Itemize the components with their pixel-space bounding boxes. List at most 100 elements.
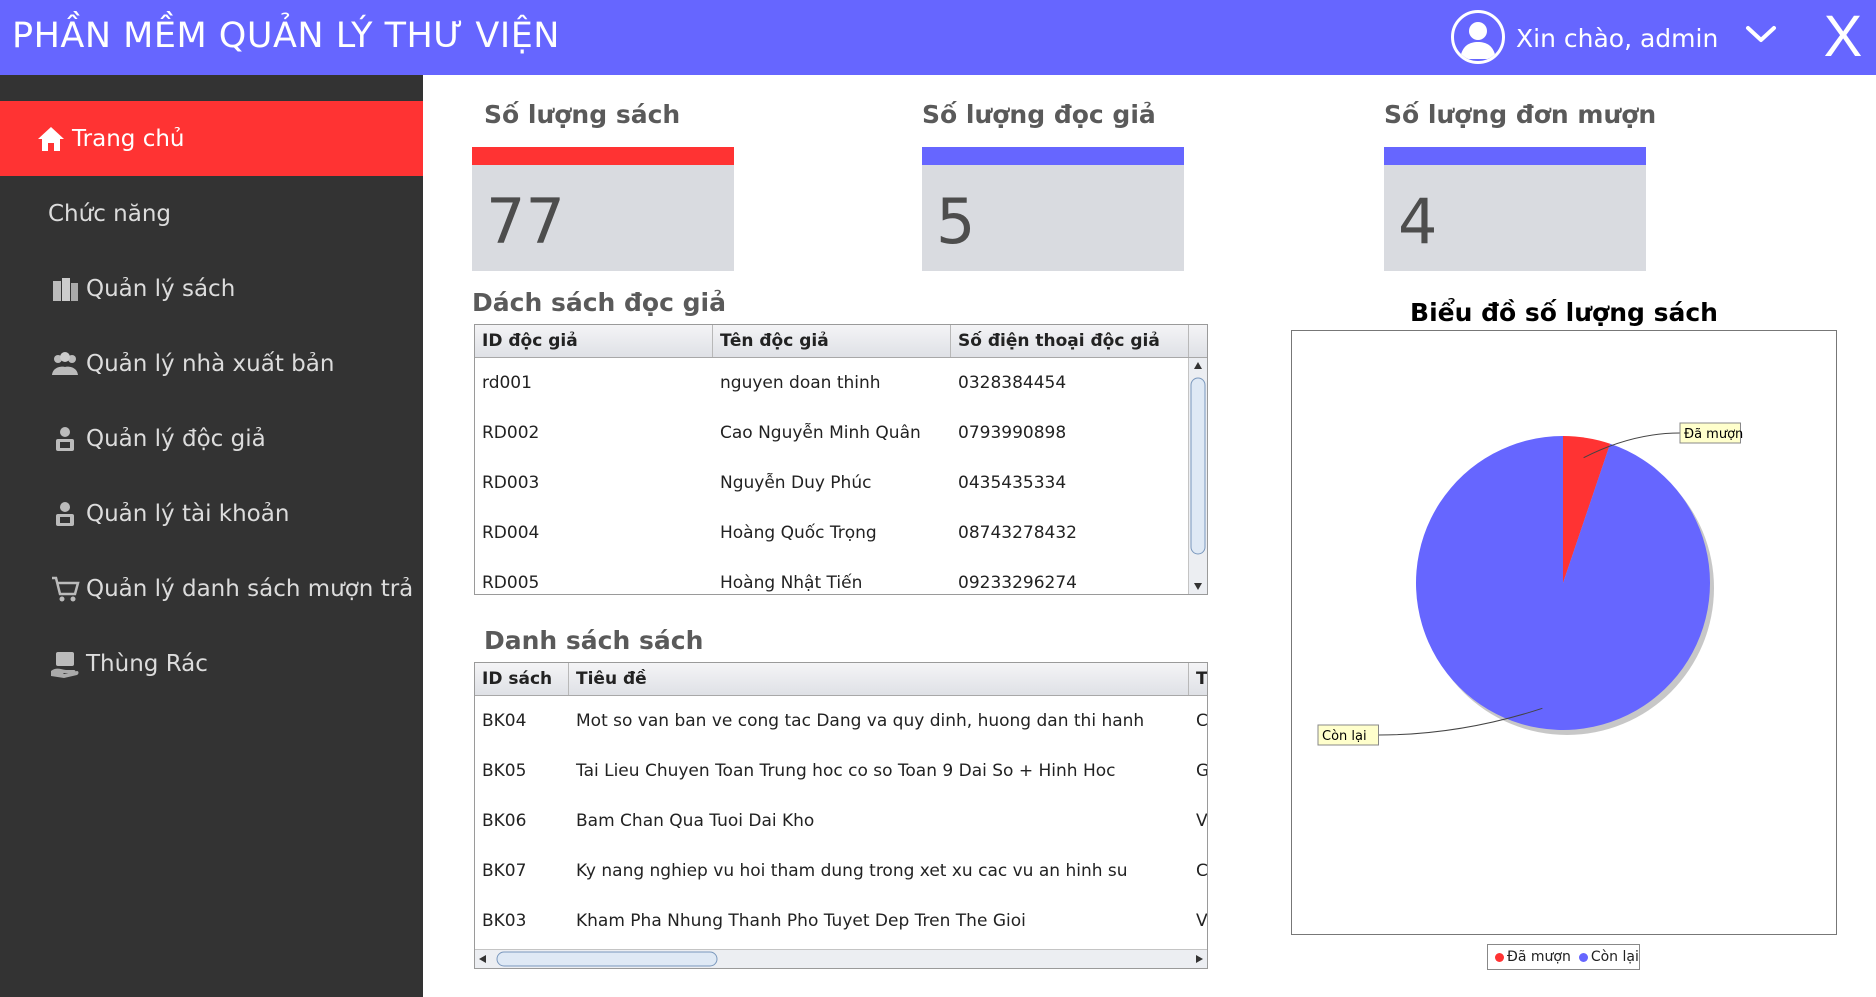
sidebar-item-label: Quản lý nhà xuất bản bbox=[86, 350, 335, 377]
books-icon bbox=[50, 274, 80, 304]
stat-value-books: 77 bbox=[486, 185, 565, 258]
table-cell: BK07 bbox=[482, 861, 527, 881]
slice-label-box bbox=[1679, 422, 1741, 444]
table-cell: Hoàng Quốc Trọng bbox=[720, 523, 877, 543]
table-row[interactable]: RD005 Hoàng Nhật Tiến 09233296274 bbox=[475, 558, 1207, 594]
table-cell: 0793990898 bbox=[958, 423, 1067, 443]
vertical-scrollbar[interactable] bbox=[1188, 358, 1207, 594]
column-header[interactable]: ID sách bbox=[475, 663, 569, 695]
chevron-down-icon[interactable] bbox=[1744, 22, 1778, 48]
user-icon bbox=[50, 499, 80, 529]
column-header[interactable]: Số điện thoại độc giả bbox=[951, 325, 1189, 357]
sidebar-item-quan-ly-muon-tra[interactable]: Quản lý danh sách mượn trả bbox=[0, 551, 423, 626]
readers-section-title: Dách sách đọc giả bbox=[472, 288, 726, 317]
sidebar-item-label: Trang chủ bbox=[72, 125, 185, 152]
table-row[interactable]: BK04 Mot so van ban ve cong tac Dang va q… bbox=[475, 696, 1207, 746]
app-title: PHẦN MỀM QUẢN LÝ THƯ VIỆN bbox=[12, 16, 560, 56]
sidebar-item-quan-ly-tai-khoan[interactable]: Quản lý tài khoản bbox=[0, 476, 423, 551]
table-header: ID sách Tiêu đề T bbox=[475, 663, 1207, 696]
table-cell: Ky nang nghiep vu hoi tham dung trong xe… bbox=[576, 861, 1128, 881]
table-cell: RD003 bbox=[482, 473, 540, 493]
table-cell: Nguyễn Duy Phúc bbox=[720, 473, 872, 493]
horizontal-scrollbar[interactable] bbox=[475, 949, 1207, 968]
table-cell: Bam Chan Qua Tuoi Dai Kho bbox=[576, 811, 815, 831]
column-header[interactable]: T bbox=[1189, 663, 1207, 695]
sidebar-section-label: Chức năng bbox=[48, 200, 172, 227]
user-icon bbox=[50, 424, 80, 454]
pie-slice bbox=[1563, 436, 1611, 583]
column-header[interactable]: Tiêu đề bbox=[569, 663, 1189, 695]
table-cell: BK04 bbox=[482, 711, 527, 731]
table-cell: Hoàng Nhật Tiến bbox=[720, 573, 863, 593]
stat-card-books: 77 bbox=[472, 147, 734, 271]
pie-chart-svg: Đã mượn Còn lại bbox=[1317, 422, 1743, 746]
leader-line bbox=[1378, 707, 1543, 736]
column-header[interactable]: ID độc giả bbox=[475, 325, 713, 357]
table-cell: nguyen doan thinh bbox=[720, 373, 881, 393]
table-cell: RD002 bbox=[482, 423, 540, 443]
table-row[interactable]: BK07 Ky nang nghiep vu hoi tham dung tron… bbox=[475, 846, 1207, 896]
table-cell: G bbox=[1196, 761, 1208, 781]
table-row[interactable]: RD003 Nguyễn Duy Phúc 0435435334 bbox=[475, 458, 1207, 508]
stat-title-books: Số lượng sách bbox=[484, 100, 681, 129]
stat-bar bbox=[472, 147, 734, 165]
table-row[interactable]: RD002 Cao Nguyễn Minh Quân 0793990898 bbox=[475, 408, 1207, 458]
close-icon: X bbox=[1824, 8, 1863, 64]
table-cell: BK05 bbox=[482, 761, 527, 781]
sidebar-item-label: Quản lý danh sách mượn trả bbox=[86, 575, 414, 602]
table-cell: 09233296274 bbox=[958, 573, 1077, 593]
avatar-icon[interactable] bbox=[1451, 10, 1505, 64]
slice-label: Đã mượn bbox=[1684, 427, 1743, 442]
table-header: ID độc giả Tên độc giả Số điện thoại độc… bbox=[475, 325, 1207, 358]
legend-swatch bbox=[1578, 952, 1588, 962]
home-icon bbox=[36, 124, 66, 154]
sidebar-item-quan-ly-nha-xuat-ban[interactable]: Quản lý nhà xuất bản bbox=[0, 326, 423, 401]
table-cell: 0328384454 bbox=[958, 373, 1067, 393]
stat-card-loans: 4 bbox=[1384, 147, 1646, 271]
legend-swatch bbox=[1495, 952, 1504, 962]
sidebar-item-thung-rac[interactable]: Thùng Rác bbox=[0, 626, 423, 701]
table-cell: RD004 bbox=[482, 523, 540, 543]
sidebar bbox=[0, 75, 423, 997]
table-row[interactable]: BK05 Tai Lieu Chuyen Toan Trung hoc co so… bbox=[475, 746, 1207, 796]
pie-slice bbox=[1416, 435, 1710, 730]
table-row[interactable]: BK03 Kham Pha Nhung Thanh Pho Tuyet Dep T… bbox=[475, 896, 1207, 946]
app-header bbox=[0, 0, 1876, 75]
table-row[interactable]: rd001 nguyen doan thinh 0328384454 bbox=[475, 358, 1207, 408]
table-row[interactable]: RD004 Hoàng Quốc Trọng 08743278432 bbox=[475, 508, 1207, 558]
stat-bar bbox=[922, 147, 1184, 165]
table-row[interactable]: BK06 Bam Chan Qua Tuoi Dai Kho V bbox=[475, 796, 1207, 846]
table-cell: Kham Pha Nhung Thanh Pho Tuyet Dep Tren … bbox=[576, 911, 1026, 931]
table-cell: 0435435334 bbox=[958, 473, 1067, 493]
table-cell: rd001 bbox=[482, 373, 532, 393]
sidebar-item-label: Thùng Rác bbox=[86, 650, 208, 677]
legend-label: Còn lại bbox=[1590, 949, 1639, 965]
stat-title-loans: Số lượng đơn mượn bbox=[1384, 100, 1657, 129]
table-cell: BK06 bbox=[482, 811, 527, 831]
stat-bar bbox=[1384, 147, 1646, 165]
slice-label-box bbox=[1317, 724, 1379, 746]
leader-line bbox=[1583, 432, 1681, 459]
table-cell: V bbox=[1196, 911, 1208, 931]
stat-title-readers: Số lượng đọc giả bbox=[922, 100, 1156, 129]
column-header[interactable]: Tên độc giả bbox=[713, 325, 951, 357]
stat-value-loans: 4 bbox=[1398, 185, 1438, 258]
sidebar-item-chuc-nang: Chức năng bbox=[0, 176, 471, 251]
table-cell: Tai Lieu Chuyen Toan Trung hoc co so Toa… bbox=[576, 761, 1116, 781]
sidebar-item-quan-ly-doc-gia[interactable]: Quản lý độc giả bbox=[0, 401, 423, 476]
greeting-text: Xin chào, admin bbox=[1516, 24, 1719, 53]
table-cell: RD005 bbox=[482, 573, 540, 593]
sidebar-item-trang-chu[interactable]: Trang chủ bbox=[0, 101, 423, 176]
stat-card-readers: 5 bbox=[922, 147, 1184, 271]
chart-title: Biểu đồ số lượng sách bbox=[1410, 298, 1718, 327]
close-button[interactable]: X bbox=[1818, 4, 1868, 69]
table-cell: C bbox=[1196, 711, 1208, 731]
sidebar-item-label: Quản lý tài khoản bbox=[86, 500, 290, 527]
sidebar-item-quan-ly-sach[interactable]: Quản lý sách bbox=[0, 251, 423, 326]
stat-value-readers: 5 bbox=[936, 185, 976, 258]
pie-chart: Đã mượn Còn lại bbox=[1291, 330, 1837, 935]
table-cell: BK03 bbox=[482, 911, 527, 931]
table-cell: Mot so van ban ve cong tac Dang va quy d… bbox=[576, 711, 1145, 731]
books-section-title: Danh sách sách bbox=[484, 626, 704, 655]
chart-legend: Đã mượn Còn lại bbox=[1487, 944, 1640, 970]
